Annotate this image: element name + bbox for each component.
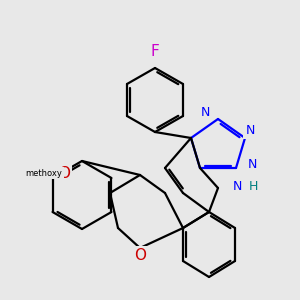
Text: O: O	[58, 166, 70, 181]
Text: F: F	[151, 44, 159, 59]
Text: H: H	[248, 179, 258, 193]
Text: N: N	[232, 179, 242, 193]
Text: O: O	[134, 248, 146, 263]
Text: N: N	[245, 124, 255, 137]
Text: N: N	[200, 106, 210, 118]
Text: N: N	[247, 158, 257, 172]
Text: methoxy: methoxy	[26, 169, 62, 178]
